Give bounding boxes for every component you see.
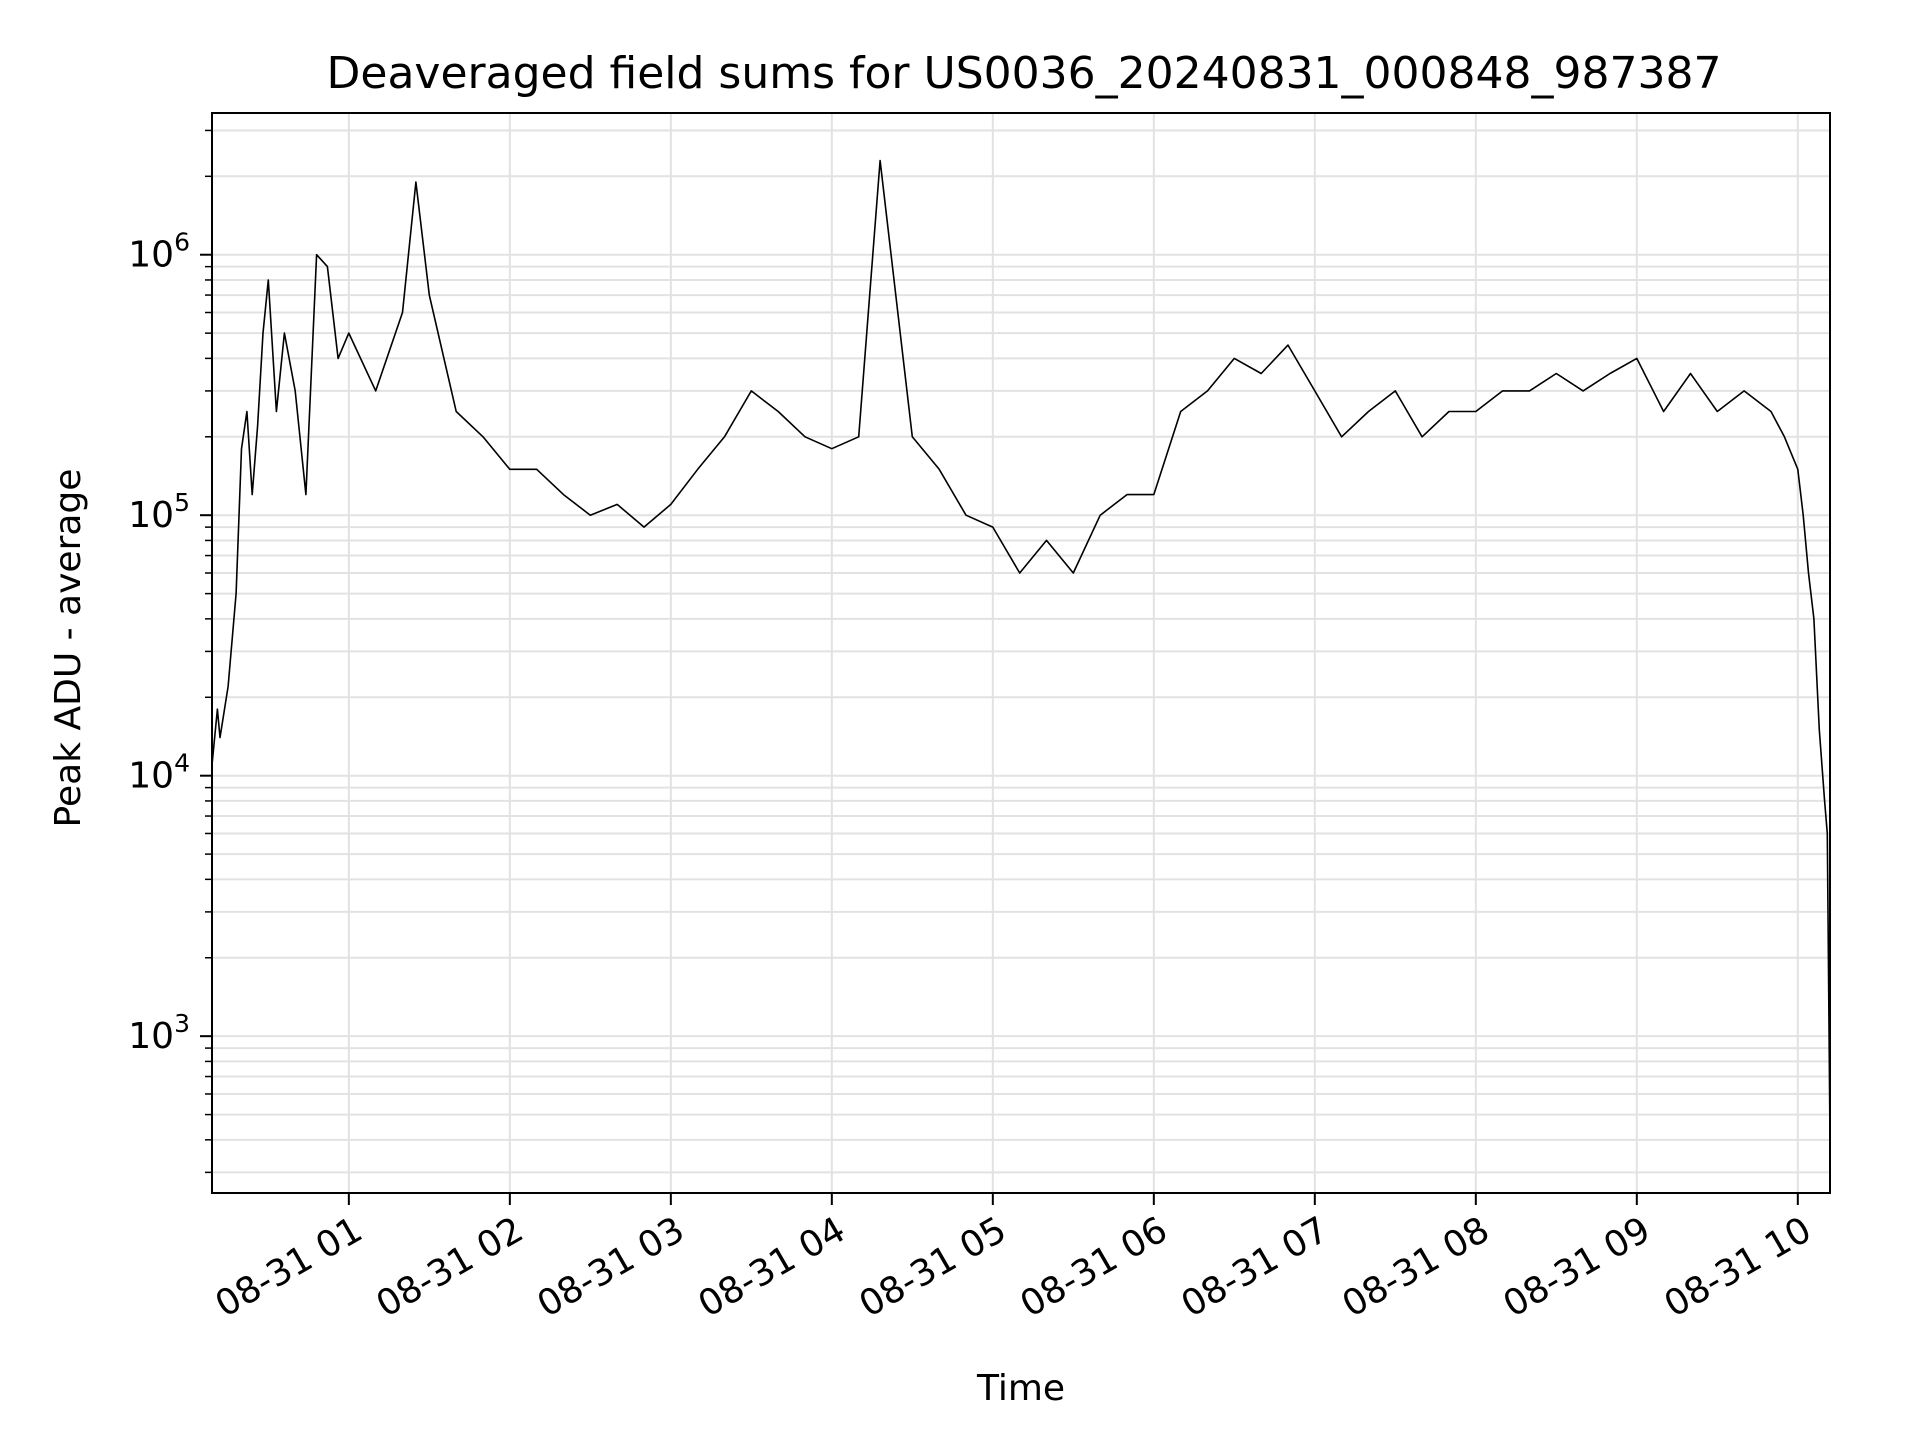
y-axis-label: Peak ADU - average (48, 469, 89, 828)
y-axis: 103 104 105 106 (128, 129, 212, 1174)
series-layer (211, 159, 1831, 1140)
x-axis-label: Time (976, 1368, 1065, 1409)
y-tick-label: 106 (128, 228, 190, 276)
plot-frame (211, 112, 1831, 1194)
chart-title: Deaveraged field sums for US0036_2024083… (327, 48, 1722, 99)
series-line-0 (211, 159, 1831, 1140)
y-tick-label: 104 (128, 749, 190, 797)
y-tick-label: 103 (128, 1009, 190, 1057)
y-tick-label: 105 (128, 488, 190, 536)
grid (212, 113, 1830, 1193)
